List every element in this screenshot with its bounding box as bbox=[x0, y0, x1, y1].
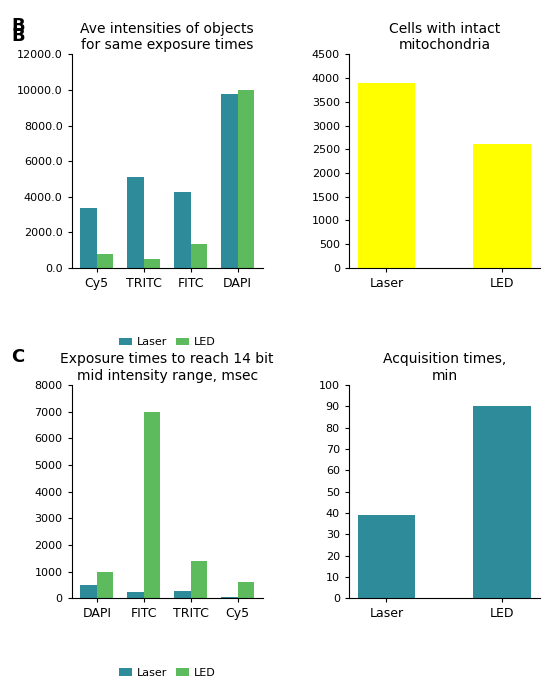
Bar bbox=[473, 407, 531, 598]
Bar bbox=[358, 515, 415, 598]
Text: B: B bbox=[11, 27, 25, 45]
Bar bbox=[80, 208, 97, 268]
Bar bbox=[221, 597, 237, 598]
Bar bbox=[358, 83, 415, 268]
Title: Acquisition times,
min: Acquisition times, min bbox=[383, 352, 506, 383]
Bar bbox=[237, 582, 254, 598]
Bar bbox=[144, 411, 160, 598]
Bar bbox=[97, 254, 113, 268]
Text: B: B bbox=[11, 17, 25, 35]
Legend: Laser, LED: Laser, LED bbox=[115, 333, 220, 352]
Bar bbox=[473, 144, 531, 268]
Title: Exposure times to reach 14 bit
mid intensity range, msec: Exposure times to reach 14 bit mid inten… bbox=[61, 352, 274, 383]
Bar bbox=[97, 572, 113, 598]
Bar bbox=[191, 561, 207, 598]
Bar bbox=[221, 95, 237, 268]
Legend: Laser, LED: Laser, LED bbox=[115, 664, 220, 680]
Bar bbox=[127, 177, 144, 268]
Bar bbox=[174, 192, 191, 268]
Title: Ave intensities of objects
for same exposure times: Ave intensities of objects for same expo… bbox=[80, 22, 254, 52]
Text: C: C bbox=[11, 347, 24, 366]
Bar bbox=[237, 90, 254, 268]
Title: Cells with intact
mitochondria: Cells with intact mitochondria bbox=[389, 22, 500, 52]
Bar bbox=[191, 243, 207, 268]
Bar bbox=[80, 585, 97, 598]
Bar bbox=[144, 259, 160, 268]
Bar bbox=[174, 591, 191, 598]
Bar bbox=[127, 592, 144, 598]
